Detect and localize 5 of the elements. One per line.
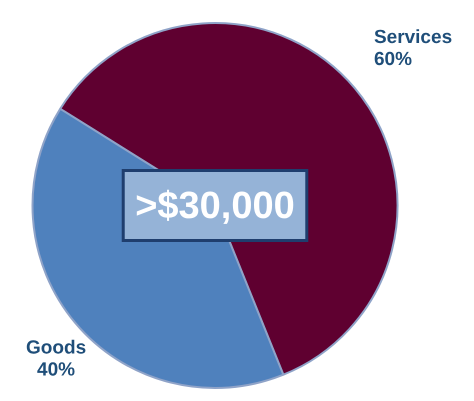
data-label: 60% bbox=[374, 48, 412, 70]
slice-label: Goods bbox=[26, 338, 86, 359]
slice-label: Services bbox=[374, 26, 452, 48]
text: >$30,000 bbox=[135, 184, 295, 227]
data-label: 40% bbox=[37, 360, 76, 381]
